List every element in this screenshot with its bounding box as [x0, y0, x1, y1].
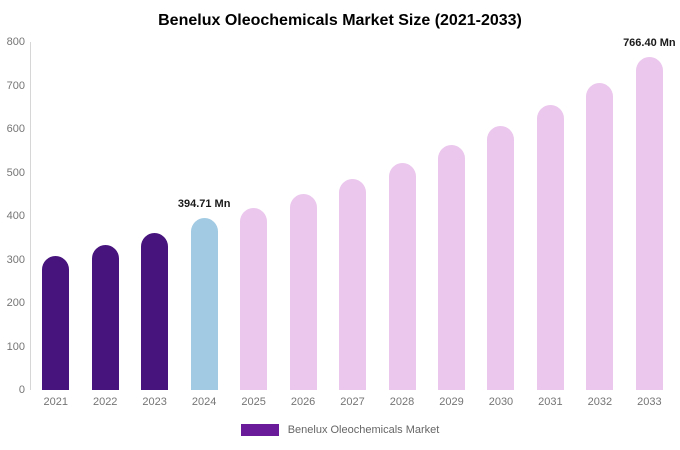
x-label-2031: 2031 — [538, 396, 563, 408]
bar-2031 — [536, 105, 564, 390]
bar-2023 — [141, 233, 169, 390]
y-tick-200: 200 — [6, 297, 25, 309]
legend-label: Benelux Oleochemicals Market — [287, 424, 440, 436]
x-label-2028: 2028 — [389, 396, 415, 408]
bar-2026 — [289, 193, 317, 390]
legend: Benelux Oleochemicals Market — [0, 424, 680, 436]
bar-column-2024: 394.71 Mn — [177, 42, 231, 390]
plot-area: 394.71 Mn 766.40 Mn — [30, 37, 676, 390]
bar-2022 — [91, 244, 119, 390]
chart-title: Benelux Oleochemicals Market Size (2021-… — [158, 12, 522, 29]
bar-2029 — [437, 145, 465, 390]
bar-column-2021 — [31, 42, 80, 390]
data-label-2033: 766.40 Mn — [623, 36, 676, 49]
x-label-2022: 2022 — [92, 396, 118, 408]
bar-column-2028 — [377, 42, 426, 390]
x-label-2027: 2027 — [340, 396, 365, 408]
y-axis: 0 100 200 300 400 500 600 700 800 — [0, 36, 30, 396]
bar-column-2029 — [427, 42, 476, 390]
bar-2028 — [388, 162, 416, 390]
bar-column-2033: 766.40 Mn — [623, 37, 676, 390]
y-tick-600: 600 — [6, 123, 25, 135]
bar-2032 — [586, 82, 614, 390]
y-tick-300: 300 — [6, 253, 25, 266]
x-label-2026: 2026 — [290, 396, 316, 408]
x-label-2029: 2029 — [439, 396, 464, 408]
bar-2033 — [635, 56, 663, 390]
y-tick-100: 100 — [6, 340, 25, 353]
bar-2021 — [42, 256, 70, 390]
y-tick-400: 400 — [6, 210, 25, 222]
bar-column-2030 — [476, 42, 525, 390]
bar-column-2027 — [328, 42, 377, 390]
x-label-2030: 2030 — [488, 396, 514, 408]
x-label-2033: 2033 — [637, 396, 662, 408]
bar-2030 — [487, 126, 515, 390]
x-label-2023: 2023 — [142, 396, 167, 408]
x-label-2025: 2025 — [241, 396, 266, 408]
x-label-2024: 2024 — [191, 396, 217, 408]
bar-2025 — [240, 207, 268, 390]
bar-2024 — [190, 218, 218, 390]
y-tick-800: 800 — [6, 36, 25, 48]
y-tick-500: 500 — [6, 166, 25, 179]
x-axis: 2021 2022 2023 2024 2025 2026 2027 2028 2029 2030… — [31, 396, 674, 408]
bar-column-2031 — [526, 42, 575, 390]
bar-column-2026 — [278, 42, 327, 390]
legend-swatch — [240, 424, 279, 436]
x-label-2032: 2032 — [587, 396, 613, 408]
y-tick-0: 0 — [18, 384, 25, 396]
y-tick-700: 700 — [6, 79, 25, 92]
bar-column-2022 — [80, 42, 129, 390]
bar-column-2025 — [229, 42, 278, 390]
chart-body: 0 100 200 300 400 500 600 700 800 394.71 Mn 766.4… — [0, 36, 676, 396]
data-label-2024: 394.71 Mn — [177, 198, 231, 211]
bar-2027 — [339, 178, 367, 390]
x-label-2021: 2021 — [43, 396, 68, 408]
bar-column-2023 — [130, 42, 179, 390]
bar-column-2032 — [575, 42, 624, 390]
